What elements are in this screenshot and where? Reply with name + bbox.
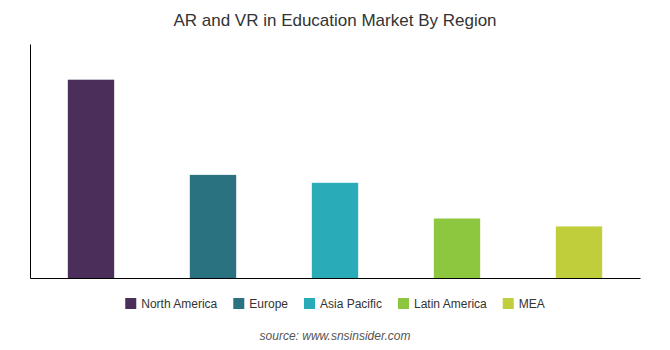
x-axis: [31, 278, 641, 279]
legend-item: Europe: [233, 297, 288, 311]
plot: [31, 45, 641, 279]
legend-label: Latin America: [414, 297, 487, 311]
bar: [556, 226, 602, 278]
bar: [312, 183, 358, 278]
legend-swatch: [503, 298, 514, 309]
bar: [190, 175, 236, 278]
title: AR and VR in Education Market By Region: [173, 11, 496, 30]
legend-swatch: [233, 298, 244, 309]
bar: [434, 219, 480, 278]
legend-label: North America: [141, 297, 217, 311]
annotation: source: www.snsinsider.com: [260, 329, 411, 343]
legend-item: Asia Pacific: [304, 297, 382, 311]
x-axis-line: [31, 278, 641, 279]
legend-label: Europe: [249, 297, 288, 311]
legend-item: Latin America: [398, 297, 487, 311]
legend: North America Europe Asia Pacific Latin Ame…: [125, 297, 544, 311]
legend-swatch: [125, 298, 136, 309]
legend-label: Asia Pacific: [320, 297, 382, 311]
chart: AR and VR in Education Market By Region N…: [0, 0, 670, 350]
bars: [68, 80, 602, 278]
legend-swatch: [398, 298, 409, 309]
bar: [68, 80, 114, 278]
legend-item: North America: [125, 297, 217, 311]
legend-item: MEA: [503, 297, 545, 311]
legend-swatch: [304, 298, 315, 309]
legend-label: MEA: [519, 297, 545, 311]
y-axis-line: [30, 45, 31, 279]
y-axis: [30, 45, 31, 279]
